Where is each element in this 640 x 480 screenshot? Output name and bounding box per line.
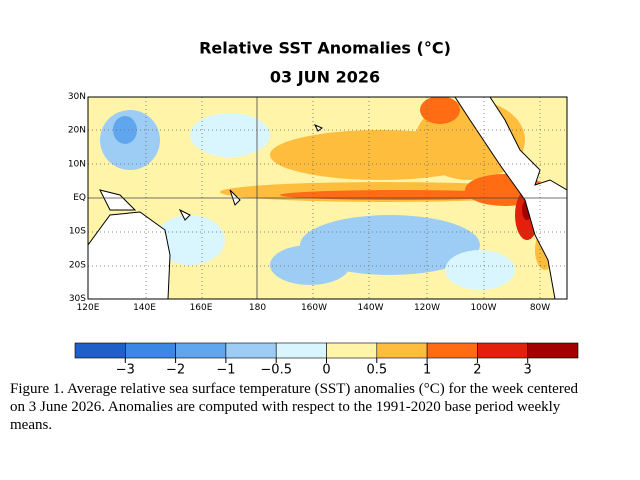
lat-label: EQ bbox=[73, 193, 86, 203]
lon-label: 160E bbox=[190, 303, 213, 313]
colorbar-label: 1 bbox=[423, 363, 431, 378]
lat-label: 30S bbox=[69, 294, 86, 304]
lon-label: 120W bbox=[414, 303, 440, 313]
colorbar-label: 0 bbox=[322, 363, 330, 378]
colorbar-bin bbox=[527, 342, 579, 359]
colorbar-label: 3 bbox=[524, 363, 532, 378]
lon-label: 80W bbox=[530, 303, 550, 313]
colorbar-bin bbox=[275, 342, 327, 359]
caption-line: Figure 1. Average relative sea surface t… bbox=[10, 381, 578, 397]
lon-label: 120E bbox=[77, 303, 100, 313]
colorbar-label: −0.5 bbox=[260, 363, 292, 378]
sst-map bbox=[88, 97, 567, 299]
lat-label: 20N bbox=[68, 126, 86, 136]
lat-label: 20S bbox=[69, 260, 86, 270]
map-frame bbox=[87, 96, 568, 300]
lon-label: 100W bbox=[470, 303, 496, 313]
lon-label: 180 bbox=[249, 303, 266, 313]
colorbar-bin bbox=[376, 342, 428, 359]
colorbar-bin bbox=[175, 342, 227, 359]
colorbar-bin bbox=[74, 342, 126, 359]
colorbar-label: 0.5 bbox=[366, 363, 387, 378]
colorbar-bin bbox=[426, 342, 478, 359]
colorbar-bin bbox=[125, 342, 176, 359]
colorbar-label: −2 bbox=[166, 363, 185, 378]
title: Relative SST Anomalies (°C) bbox=[199, 39, 451, 58]
lat-label: 10N bbox=[68, 159, 86, 169]
colorbar-label: −3 bbox=[116, 363, 135, 378]
colorbar-bin bbox=[477, 342, 528, 359]
lat-label: 30N bbox=[68, 92, 86, 102]
colorbar-label: 2 bbox=[473, 363, 481, 378]
lon-label: 140W bbox=[357, 303, 383, 313]
lat-label: 10S bbox=[69, 227, 86, 237]
colorbar-bin bbox=[225, 342, 277, 359]
date: 03 JUN 2026 bbox=[270, 68, 380, 87]
lon-label: 140E bbox=[133, 303, 156, 313]
colorbar-bin bbox=[326, 342, 378, 359]
colorbar-label: −1 bbox=[216, 363, 235, 378]
caption-line: on 3 June 2026. Anomalies are computed w… bbox=[10, 399, 561, 415]
lon-label: 160W bbox=[301, 303, 327, 313]
caption-line: means. bbox=[10, 417, 52, 433]
